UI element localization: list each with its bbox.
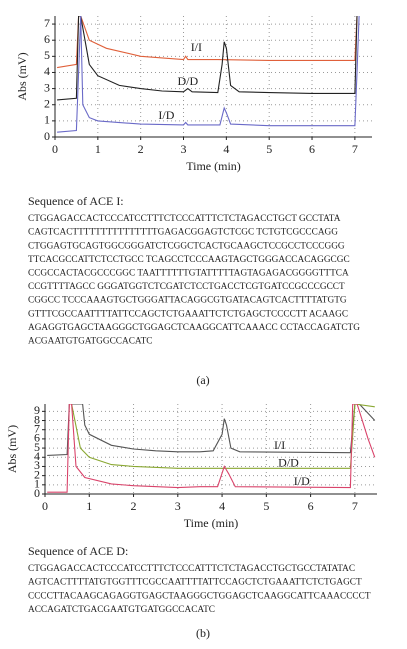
y-tick-label: 6 (44, 32, 50, 46)
x-tick-label: 2 (131, 499, 137, 513)
x-tick-label: 6 (308, 499, 314, 513)
x-tick-label: 3 (181, 142, 187, 156)
sequence-line: TTCACGCCATTCTCCTGCC TCAGCCTCCCAAGTAGCTGG… (28, 255, 350, 265)
y-tick-label: 4 (44, 64, 50, 78)
sequence-line: CCCCTTACAAGCAGAGGTGAGCTAAGGGCTGGAGCTCAAG… (28, 591, 371, 601)
y-tick-label: 7 (44, 16, 50, 30)
y-tick-label: 0 (44, 129, 50, 143)
sequence-line: CGGCC TCCCAAAGTGCTGGGATTACAGGCGTGATACAGT… (28, 296, 347, 306)
x-tick-label: 1 (95, 142, 101, 156)
sequence-line: CTGGAGACCACTCCCATCCTTTCTCCCATTTCTCTAGACC… (28, 214, 341, 224)
x-axis-label: Time (min) (186, 159, 241, 173)
y-tick-label: 4 (34, 449, 40, 463)
y-tick-label: 7 (34, 421, 40, 435)
x-tick-label: 5 (266, 142, 272, 156)
trace (47, 404, 376, 493)
trace-label: D/D (278, 455, 299, 469)
y-tick-label: 6 (34, 431, 40, 445)
y-tick-label: 2 (34, 467, 40, 481)
y-axis-label: Abs (mV) (5, 425, 19, 473)
sequence-line: CAGTCACTTTTTTTTTTTTTTTGAGACGGAGTCTCGC TC… (28, 228, 338, 238)
sequence-title: Sequence of ACE I: (28, 194, 124, 208)
x-tick-label: 3 (175, 499, 181, 513)
x-tick-label: 7 (352, 499, 358, 513)
x-tick-label: 6 (309, 142, 315, 156)
caption: (a) (196, 373, 209, 387)
x-tick-label: 5 (263, 499, 269, 513)
y-tick-label: 2 (44, 96, 50, 110)
y-tick-label: 0 (34, 486, 40, 500)
sequence-line: CTGGAGTGCAGTGGCGGGATCTCGGCTCACTGCAAGCTCC… (28, 241, 345, 251)
trace-label: I/I (191, 40, 202, 54)
y-tick-label: 5 (34, 440, 40, 454)
sequence-line: ACCAGATCTGACGAATGTGATGGCCACATC (28, 605, 215, 615)
y-tick-label: 1 (34, 477, 40, 491)
trace (57, 16, 358, 69)
y-tick-label: 3 (44, 80, 50, 94)
x-tick-label: 1 (86, 499, 92, 513)
x-tick-label: 4 (223, 142, 229, 156)
trace-label: D/D (177, 74, 198, 88)
x-tick-label: 7 (352, 142, 358, 156)
x-tick-label: 0 (42, 499, 48, 513)
sequence-line: AGTCACTTTTATGTGGTTTCGCCAATTTTATTCCAGCTCT… (28, 578, 362, 588)
plot-area (47, 404, 376, 493)
y-tick-label: 1 (44, 113, 50, 127)
sequence-line: CCGCCACTACGCCCGGC TAATTTTTTGTATTTTTAGTAG… (28, 269, 349, 279)
x-tick-label: 2 (138, 142, 144, 156)
sequence-line: GTTTCGCCAATTTTATTCCAGCTCTGAAATTCTCTGAGCT… (28, 309, 348, 319)
y-tick-label: 5 (44, 48, 50, 62)
sequence-title: Sequence of ACE D: (28, 544, 128, 558)
y-tick-label: 9 (34, 403, 40, 417)
y-tick-label: 3 (34, 458, 40, 472)
y-axis-label: Abs (mV) (15, 52, 29, 100)
trace-label: I/D (158, 108, 174, 122)
sequence-line: ACGAATGTGATGGCCACATC (28, 337, 152, 347)
trace-label: I/I (274, 438, 285, 452)
trace (57, 16, 358, 101)
x-tick-label: 0 (52, 142, 58, 156)
plot-area (57, 16, 360, 133)
x-tick-label: 4 (219, 499, 225, 513)
y-tick-label: 8 (34, 412, 40, 426)
sequence-line: CTGGAGACCACTCCCATCCTTTCTCCCATTTCTCTAGACC… (28, 564, 355, 574)
caption: (b) (196, 626, 210, 640)
trace (47, 404, 376, 456)
trace (71, 404, 375, 469)
sequence-line: AGAGGTGAGCTAAGGGCTGGAGCTCAAGGCATTCAAACC … (28, 323, 360, 333)
x-axis-label: Time (min) (184, 516, 239, 530)
sequence-line: CCGTTTTAGCC GGGATGGTCTCGATCTCCTGACCTCGTG… (28, 282, 345, 292)
trace-label: I/D (294, 474, 310, 488)
trace (57, 16, 360, 133)
